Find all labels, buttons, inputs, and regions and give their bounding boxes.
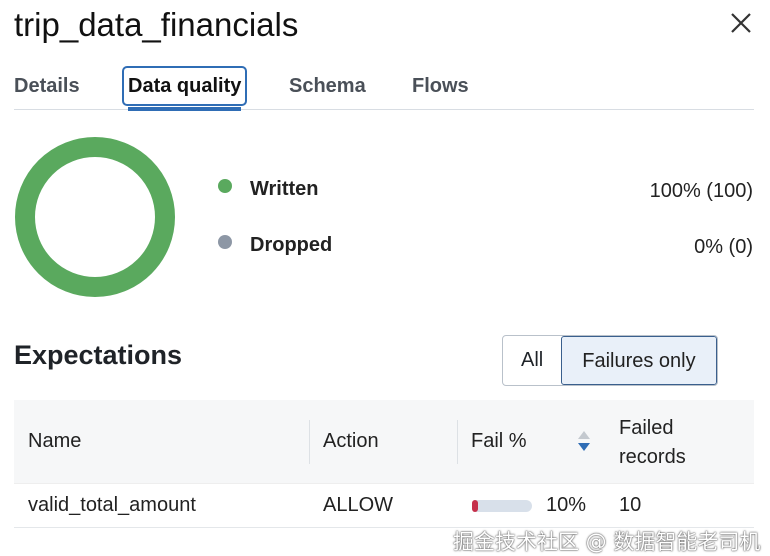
fail-bar-fill — [472, 500, 478, 512]
tab-bar: Details Data quality Schema Flows — [14, 66, 754, 111]
tab-flows[interactable]: Flows — [412, 75, 469, 97]
dropped-label: Dropped — [250, 234, 333, 256]
written-dot-icon — [218, 179, 232, 193]
legend-dropped: Dropped — [218, 234, 332, 257]
filter-failures-button[interactable]: Failures only — [561, 336, 717, 385]
row-failed-records: 10 — [619, 494, 642, 516]
col-fail-pct[interactable]: Fail % — [471, 430, 527, 452]
dropped-value: 0% (0) — [694, 236, 753, 258]
table-row[interactable]: valid_total_amount ALLOW 10% 10 — [14, 484, 754, 528]
tab-data-quality[interactable]: Data quality — [122, 66, 248, 111]
filter-toggle: All Failures only — [502, 335, 718, 386]
tab-schema[interactable]: Schema — [289, 75, 366, 97]
donut-written-segment — [15, 137, 175, 297]
col-name[interactable]: Name — [28, 430, 82, 452]
table-header: Name Action Fail % Failed records — [14, 400, 754, 484]
written-value: 100% (100) — [649, 180, 753, 202]
col-failed-line2: records — [619, 446, 686, 468]
donut-chart — [15, 137, 175, 297]
col-action[interactable]: Action — [323, 430, 379, 452]
row-fail-pct: 10% — [546, 494, 587, 516]
legend-written: Written — [218, 178, 319, 201]
dropped-dot-icon — [218, 235, 232, 249]
expectations-table: Name Action Fail % Failed records valid_t… — [14, 400, 754, 528]
sort-icon[interactable] — [577, 430, 591, 452]
written-label: Written — [250, 178, 319, 200]
expectations-heading: Expectations — [14, 340, 183, 370]
tab-details[interactable]: Details — [14, 75, 80, 97]
row-name: valid_total_amount — [28, 494, 196, 516]
col-failed-records[interactable]: Failed records — [619, 414, 686, 472]
page-title: trip_data_financials — [14, 6, 299, 43]
close-icon[interactable] — [728, 10, 754, 36]
filter-all-button[interactable]: All — [521, 349, 544, 371]
fail-bar — [472, 500, 532, 512]
col-failed-line1: Failed — [619, 417, 674, 439]
row-action: ALLOW — [323, 494, 394, 516]
watermark: 掘金技术社区 @ 数据智能老司机 — [453, 530, 761, 554]
